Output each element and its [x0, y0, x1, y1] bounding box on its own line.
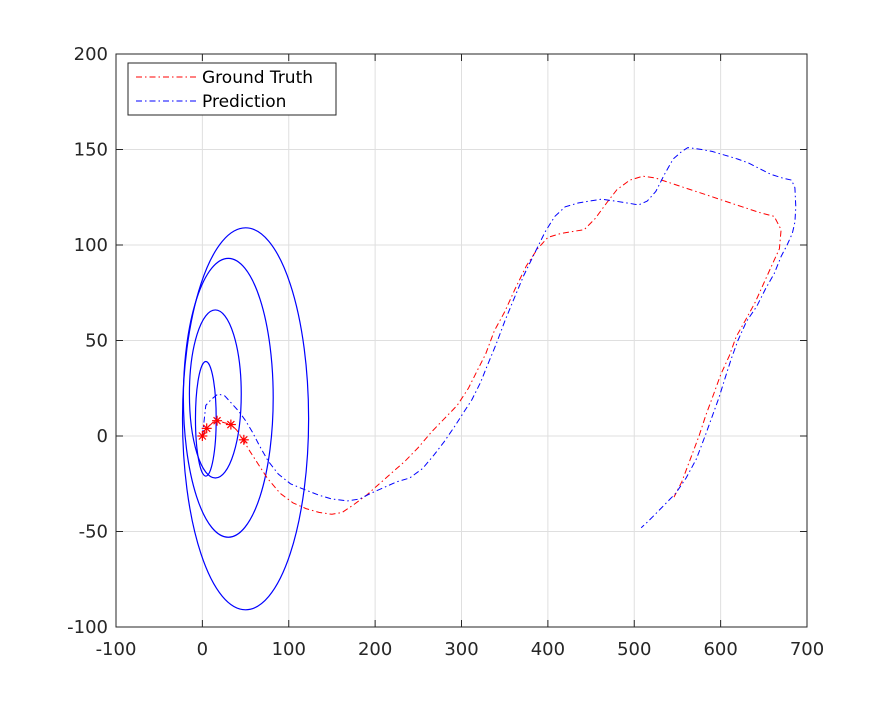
uncertainty-ellipse	[181, 227, 310, 611]
legend: Ground Truth Prediction	[127, 62, 337, 116]
y-tick-label: 150	[74, 140, 108, 161]
marker-asterisk	[225, 419, 236, 430]
x-tick-label: 0	[197, 639, 208, 660]
x-tick-label: 300	[444, 639, 478, 660]
marker-asterisk	[212, 415, 223, 426]
y-tick-label: -50	[79, 522, 108, 543]
uncertainty-ellipse	[194, 360, 217, 477]
y-tick-label: 200	[74, 44, 108, 65]
grid	[116, 54, 807, 627]
y-tick-label: 100	[74, 235, 108, 256]
marker-points	[197, 415, 249, 445]
marker-asterisk	[201, 423, 212, 434]
series-line-ground-truth	[201, 175, 782, 515]
marker-asterisk	[238, 434, 249, 445]
y-axis-ticks: -100 -50 0 50 100 150 200	[67, 44, 807, 638]
y-tick-label: -100	[67, 617, 108, 638]
y-tick-label: 50	[85, 331, 108, 352]
uncertainty-ellipse	[188, 309, 242, 479]
x-tick-label: 500	[617, 639, 651, 660]
x-tick-label: -100	[96, 639, 137, 660]
x-tick-label: 200	[358, 639, 392, 660]
x-tick-label: 600	[703, 639, 737, 660]
x-tick-label: 100	[272, 639, 306, 660]
legend-label-ground-truth: Ground Truth	[202, 68, 313, 88]
x-axis-ticks: -100 0 100 200 300 400 500 600 700	[96, 54, 824, 660]
uncertainty-ellipses	[181, 227, 310, 611]
marker-asterisk	[197, 431, 208, 441]
legend-label-prediction: Prediction	[202, 92, 286, 112]
series-lines	[201, 147, 797, 529]
x-tick-label: 700	[790, 639, 824, 660]
y-tick-label: 0	[97, 426, 108, 447]
legend-box	[127, 62, 337, 116]
x-tick-label: 400	[531, 639, 565, 660]
